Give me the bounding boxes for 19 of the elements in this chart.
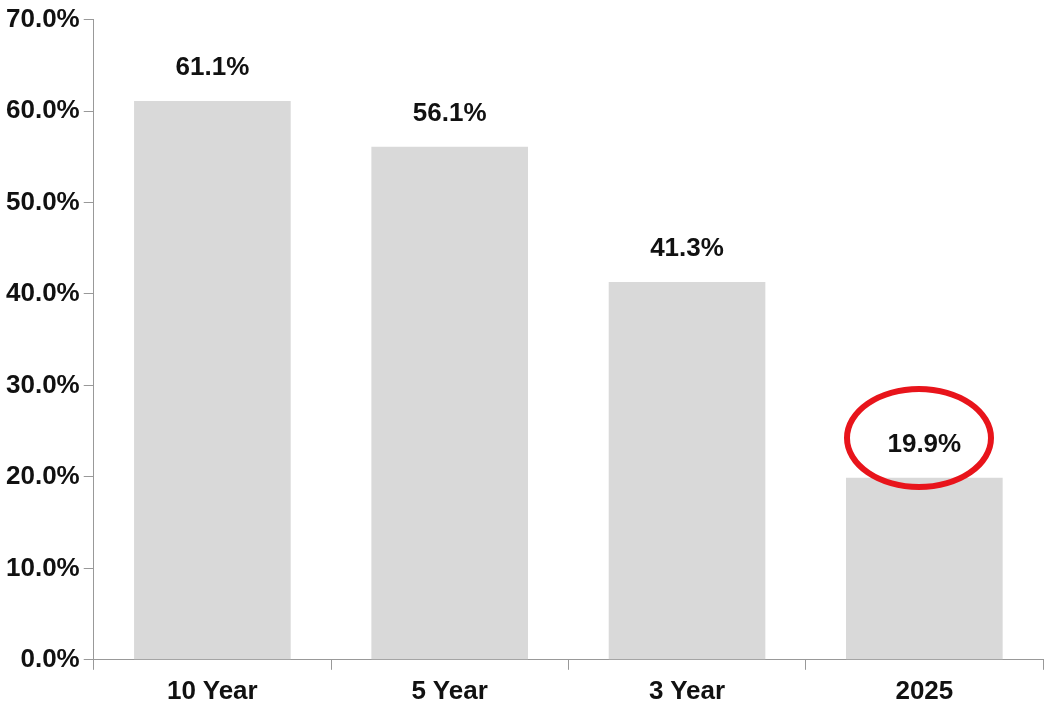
y-tick-label: 60.0%: [5, 94, 80, 125]
x-tick-label: 3 Year: [648, 674, 726, 705]
bar: [134, 101, 291, 660]
y-tick-label: 0.0%: [20, 642, 80, 673]
y-tick-label: 40.0%: [5, 277, 80, 308]
bar: [608, 282, 766, 660]
y-tick-label: 10.0%: [5, 551, 80, 582]
x-tick-label: 10 Year: [167, 674, 258, 705]
data-label: 41.3%: [650, 232, 724, 263]
x-tick-label: 2025: [895, 674, 954, 705]
data-label: 19.9%: [887, 427, 962, 458]
data-label: 61.1%: [175, 51, 250, 82]
y-tick-label: 30.0%: [5, 368, 80, 399]
y-tick-label: 50.0%: [5, 185, 80, 216]
x-tick-label: 5 Year: [411, 674, 488, 705]
data-label: 56.1%: [412, 96, 487, 127]
y-tick-label: 70.0%: [5, 2, 80, 33]
bar: [371, 146, 529, 660]
y-tick-label: 20.0%: [5, 460, 80, 491]
